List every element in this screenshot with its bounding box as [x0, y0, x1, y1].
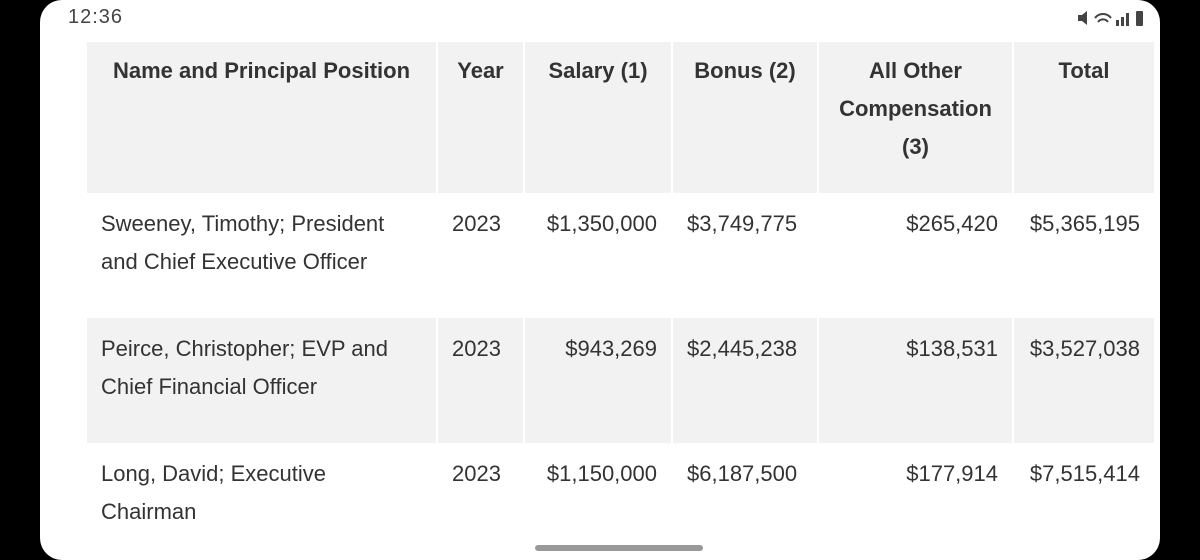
screen: 12:36 Name and Principal Position Year Sal…	[40, 0, 1160, 560]
header-cell: Total	[1013, 42, 1155, 193]
table-cell: $1,150,000	[524, 443, 673, 540]
table-cell: $177,914	[818, 443, 1014, 540]
header-cell: Bonus (2)	[672, 42, 819, 193]
table-cell: $5,365,195	[1013, 193, 1155, 318]
table-cell: $1,350,000	[524, 193, 673, 318]
table-cell: 2023	[437, 318, 525, 443]
header-cell: Year	[437, 42, 525, 193]
table-cell: Peirce, Christopher; EVP and Chief Finan…	[87, 318, 438, 443]
table-row: Long, David; Executive Chairman 2023 $1,15…	[87, 443, 1155, 540]
table-cell: $6,187,500	[672, 443, 819, 540]
table-container: Name and Principal Position Year Salary (1…	[87, 42, 1155, 540]
table-cell: $265,420	[818, 193, 1014, 318]
table-row: Peirce, Christopher; EVP and Chief Finan…	[87, 318, 1155, 443]
header-cell: Salary (1)	[524, 42, 673, 193]
table-cell: $3,749,775	[672, 193, 819, 318]
compensation-table: Name and Principal Position Year Salary (1…	[87, 42, 1155, 540]
table-cell: 2023	[437, 443, 525, 540]
header-cell: Name and Principal Position	[87, 42, 438, 193]
status-icons	[1078, 11, 1143, 26]
table-cell: Long, David; Executive Chairman	[87, 443, 438, 540]
header-row: Name and Principal Position Year Salary (1…	[87, 42, 1155, 193]
table-cell: $2,445,238	[672, 318, 819, 443]
table-cell: Sweeney, Timothy; President and Chief Ex…	[87, 193, 438, 318]
table-cell: $3,527,038	[1013, 318, 1155, 443]
table-cell: $7,515,414	[1013, 443, 1155, 540]
home-indicator	[535, 545, 703, 551]
table-cell: $943,269	[524, 318, 673, 443]
header-cell: All Other Compensation (3)	[818, 42, 1014, 193]
table-cell: 2023	[437, 193, 525, 318]
table-cell: $138,531	[818, 318, 1014, 443]
status-time: 12:36	[68, 6, 124, 28]
table-row: Sweeney, Timothy; President and Chief Ex…	[87, 193, 1155, 318]
